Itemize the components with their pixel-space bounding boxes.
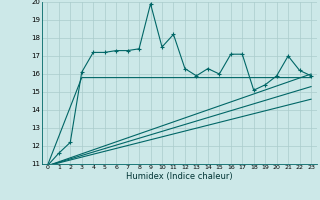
- X-axis label: Humidex (Indice chaleur): Humidex (Indice chaleur): [126, 172, 233, 181]
